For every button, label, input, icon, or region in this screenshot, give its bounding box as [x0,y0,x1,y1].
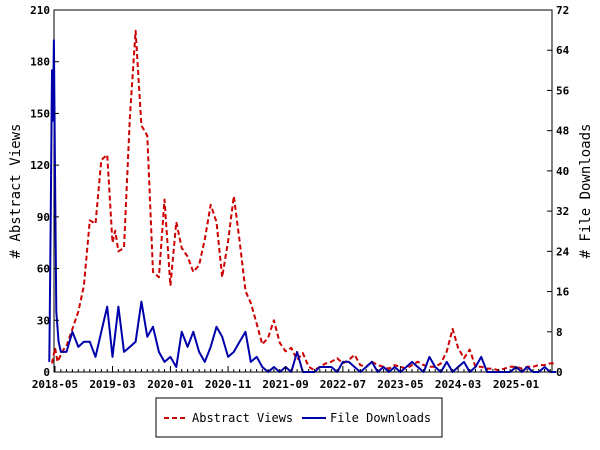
x-axis: 2018-05 2019-03 2020-01 2020-11 2021-09 2022-… [32,366,551,391]
x-tick-label: 2020-01 [147,378,194,391]
right-tick-label: 72 [556,4,569,17]
right-axis-title: # File Downloads [578,124,594,259]
legend: Abstract Views File Downloads [155,397,443,438]
legend-label-file-downloads: File Downloads [330,411,431,425]
x-tick-label: 2024-03 [435,378,481,391]
right-tick-label: 40 [556,165,569,178]
x-tick-label: 2022-07 [320,378,366,391]
left-axis: 0 30 60 90 120 150 180 210 [30,4,59,379]
chart-series [48,29,557,373]
right-tick-label: 48 [556,125,569,138]
legend-box [155,397,443,438]
left-axis-title: # Abstract Views [8,124,24,259]
right-tick-label: 0 [556,366,563,379]
left-tick-label: 30 [37,314,50,327]
series-line-abstract-views [51,29,557,372]
x-tick-label: 2025-01 [493,378,540,391]
right-tick-label: 32 [556,205,569,218]
left-tick-label: 120 [30,159,50,172]
right-axis: 0 8 16 24 32 40 48 56 64 72 [547,4,570,379]
x-tick-label: 2020-11 [205,378,252,391]
left-tick-label: 180 [30,56,50,69]
left-tick-label: 150 [30,107,50,120]
x-tick-label: 2021-09 [262,378,308,391]
right-tick-label: 24 [556,245,570,258]
x-tick-label: 2023-05 [377,378,423,391]
left-tick-label: 60 [37,263,50,276]
right-tick-label: 56 [556,84,570,97]
plot-frame [53,9,553,373]
left-tick-label: 90 [37,211,50,224]
x-tick-label: 2018-05 [32,378,78,391]
left-tick-label: 0 [43,366,50,379]
right-tick-label: 16 [556,286,570,299]
x-tick-label: 2019-03 [89,378,135,391]
plot-border [53,9,553,373]
right-tick-label: 8 [556,326,563,339]
left-tick-label: 210 [30,4,50,17]
right-tick-label: 64 [556,44,570,57]
legend-label-abstract-views: Abstract Views [192,411,293,425]
